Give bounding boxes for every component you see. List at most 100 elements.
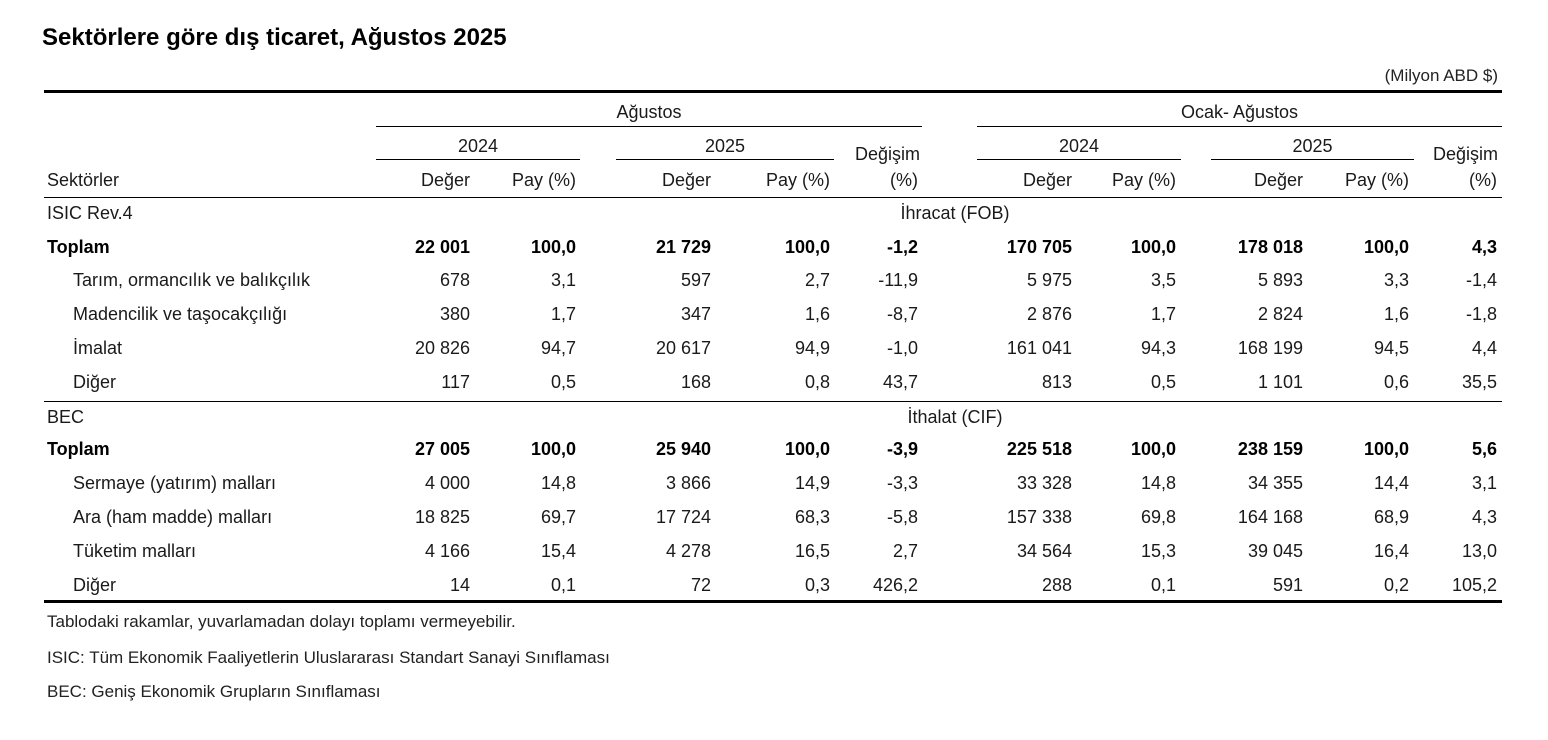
table-cell: 225 518 xyxy=(1006,439,1072,459)
section-flow: İthalat (CIF) xyxy=(907,407,1003,427)
table-cell: 5,6 xyxy=(1471,439,1497,459)
table-cell: 100,0 xyxy=(1130,439,1176,459)
table-cell: 4,3 xyxy=(1471,507,1497,527)
table-cell: 25 940 xyxy=(655,439,711,459)
table-cell: 100,0 xyxy=(784,439,830,459)
footnote: Tablodaki rakamlar, yuvarlamadan dolayı … xyxy=(47,612,516,631)
table-cell: 380 xyxy=(439,304,470,324)
table-cell: 35,5 xyxy=(1461,372,1497,392)
table-cell: 15,4 xyxy=(540,541,576,561)
rule-p2-2024 xyxy=(977,159,1181,160)
table-cell: 157 338 xyxy=(1006,507,1072,527)
table-cell: 15,3 xyxy=(1140,541,1176,561)
table-cell: 5 975 xyxy=(1026,270,1072,290)
table-cell: 105,2 xyxy=(1451,575,1497,595)
top-rule xyxy=(44,90,1502,93)
table-cell: 347 xyxy=(680,304,711,324)
table-cell: 426,2 xyxy=(872,575,918,595)
table-cell: 0,1 xyxy=(1150,575,1176,595)
table-cell: 0,5 xyxy=(550,372,576,392)
table-cell: 68,3 xyxy=(794,507,830,527)
table-cell: 1,6 xyxy=(1383,304,1409,324)
table-cell: 4,4 xyxy=(1471,338,1497,358)
table-cell: 68,9 xyxy=(1373,507,1409,527)
table-cell: 14,8 xyxy=(540,473,576,493)
col-header-change-unit: (%) xyxy=(1469,170,1497,190)
section-flow: İhracat (FOB) xyxy=(900,203,1010,223)
table-cell: 14,4 xyxy=(1373,473,1409,493)
table-cell: 2 824 xyxy=(1257,304,1303,324)
table-cell: 4,3 xyxy=(1471,237,1497,257)
table-cell: -5,8 xyxy=(886,507,918,527)
p1-year-2024: 2024 xyxy=(457,136,499,156)
p2-year-2024: 2024 xyxy=(1058,136,1100,156)
footnote: BEC: Geniş Ekonomik Grupların Sınıflamas… xyxy=(47,682,381,701)
table-cell: 117 xyxy=(441,372,470,392)
table-cell: 4 000 xyxy=(424,473,470,493)
table-cell: 100,0 xyxy=(530,237,576,257)
footnote: ISIC: Tüm Ekonomik Faaliyetlerin Uluslar… xyxy=(47,648,610,667)
table-cell: 34 355 xyxy=(1247,473,1303,493)
p1-change-label: Değişim xyxy=(854,144,920,164)
table-cell: -3,9 xyxy=(886,439,918,459)
row-label: Sermaye (yatırım) malları xyxy=(73,473,277,493)
table-cell: -1,8 xyxy=(1465,304,1497,324)
table-cell: 22 001 xyxy=(414,237,470,257)
table-cell: 14,8 xyxy=(1140,473,1176,493)
col-header-value: Değer xyxy=(661,170,711,190)
table-cell: 3 866 xyxy=(665,473,711,493)
row-label: Toplam xyxy=(47,237,110,257)
table-cell: 100,0 xyxy=(1363,439,1409,459)
table-cell: 34 564 xyxy=(1016,541,1072,561)
table-cell: 1 101 xyxy=(1257,372,1303,392)
table-cell: 4 278 xyxy=(665,541,711,561)
table-cell: 100,0 xyxy=(1130,237,1176,257)
table-cell: 168 xyxy=(680,372,711,392)
col-header-value: Değer xyxy=(1022,170,1072,190)
table-cell: 0,6 xyxy=(1383,372,1409,392)
rule-period2 xyxy=(977,126,1502,127)
table-cell: 14 xyxy=(449,575,470,595)
table-cell: 13,0 xyxy=(1461,541,1497,561)
table-cell: 3,1 xyxy=(550,270,576,290)
table-cell: 33 328 xyxy=(1016,473,1072,493)
table-cell: -3,3 xyxy=(886,473,918,493)
row-label: Diğer xyxy=(73,575,117,595)
table-cell: 0,8 xyxy=(804,372,830,392)
p2-year-2025: 2025 xyxy=(1292,136,1333,156)
table-cell: 43,7 xyxy=(882,372,918,392)
period-august-header: Ağustos xyxy=(616,102,682,122)
row-label: Ara (ham madde) malları xyxy=(73,507,273,527)
period-jan-aug-header: Ocak- Ağustos xyxy=(1180,102,1299,122)
table-cell: 94,5 xyxy=(1373,338,1409,358)
table-cell: 20 826 xyxy=(414,338,470,358)
table-cell: 18 825 xyxy=(414,507,470,527)
table-cell: 0,5 xyxy=(1150,372,1176,392)
row-label: Tarım, ormancılık ve balıkçılık xyxy=(73,270,311,290)
table-cell: 170 705 xyxy=(1006,237,1072,257)
table-cell: 94,3 xyxy=(1140,338,1176,358)
header-bottom-rule xyxy=(44,197,1502,198)
table-cell: -11,9 xyxy=(878,270,918,290)
table-cell: 164 168 xyxy=(1237,507,1303,527)
table-cell: 0,3 xyxy=(804,575,830,595)
table-cell: 20 617 xyxy=(655,338,711,358)
table-cell: 4 166 xyxy=(424,541,470,561)
p1-year-2025: 2025 xyxy=(704,136,746,156)
rule-period1 xyxy=(376,126,922,127)
unit-label: (Milyon ABD $) xyxy=(1384,66,1498,85)
row-label: Madencilik ve taşocakçılığı xyxy=(73,304,288,324)
col-header-share: Pay (%) xyxy=(1111,170,1176,190)
table-cell: 94,9 xyxy=(794,338,830,358)
col-header-change-unit: (%) xyxy=(890,170,918,190)
table-cell: 14,9 xyxy=(794,473,830,493)
row-label: Tüketim malları xyxy=(73,541,197,561)
table-cell: 1,6 xyxy=(804,304,830,324)
table-cell: 0,1 xyxy=(550,575,576,595)
table-cell: 69,7 xyxy=(540,507,576,527)
col-header-value: Değer xyxy=(420,170,470,190)
table-cell: 813 xyxy=(1041,372,1072,392)
table-cell: 27 005 xyxy=(414,439,470,459)
row-label: Toplam xyxy=(47,439,110,459)
table-cell: 94,7 xyxy=(540,338,576,358)
